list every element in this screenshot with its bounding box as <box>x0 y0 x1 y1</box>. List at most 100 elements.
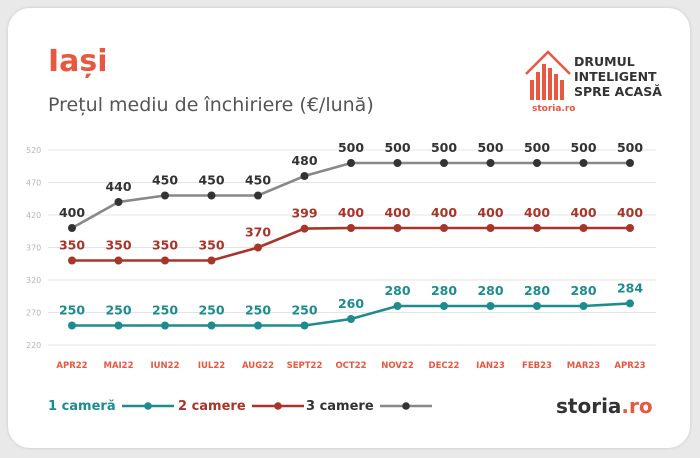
y-tick-label: 520 <box>26 146 41 155</box>
data-point <box>347 224 355 232</box>
data-label: 280 <box>524 283 550 298</box>
data-label: 450 <box>245 173 271 188</box>
data-point <box>114 198 123 206</box>
x-tick-label: OCT22 <box>335 361 366 371</box>
data-label: 250 <box>59 303 85 318</box>
data-point <box>114 321 123 330</box>
data-point <box>533 224 541 232</box>
brand-line-3: SPRE ACASĂ <box>574 84 662 99</box>
legend-swatch-3 <box>379 402 432 410</box>
data-label: 400 <box>617 205 643 220</box>
data-label: 400 <box>524 205 550 220</box>
legend-1-camera: 1 cameră <box>48 398 174 414</box>
data-label: 400 <box>338 205 364 220</box>
y-tick-label: 470 <box>26 179 41 188</box>
data-point <box>486 159 495 167</box>
x-tick-label: APR22 <box>56 361 87 371</box>
data-label: 500 <box>338 140 364 155</box>
brand-line-2: INTELIGENT <box>574 69 657 84</box>
data-label: 280 <box>431 283 457 298</box>
data-point <box>161 256 169 265</box>
data-point <box>486 224 495 232</box>
data-label: 400 <box>384 205 410 220</box>
data-label: 250 <box>245 303 271 318</box>
data-label: 500 <box>384 140 410 155</box>
y-tick-label: 320 <box>26 276 41 285</box>
data-label: 400 <box>431 205 457 220</box>
x-tick-label: IUN22 <box>150 361 179 371</box>
data-point <box>626 224 634 232</box>
data-label: 280 <box>570 283 596 298</box>
data-point <box>533 302 541 310</box>
page-title: Iași <box>48 44 108 79</box>
data-point <box>68 224 76 232</box>
legend-2-camere: 2 camere <box>178 398 304 414</box>
data-label: 250 <box>198 303 224 318</box>
data-label: 350 <box>198 238 224 253</box>
data-point <box>114 256 123 265</box>
footer-logo-suffix: .ro <box>621 394 653 418</box>
data-label: 450 <box>152 173 178 188</box>
legend-label-1: 1 cameră <box>48 398 116 414</box>
data-point <box>440 224 448 232</box>
legend-swatch-2 <box>251 402 304 410</box>
y-tick-label: 420 <box>26 211 41 220</box>
data-point <box>207 321 216 330</box>
house-bars-icon <box>525 50 571 100</box>
data-label: 350 <box>105 238 131 253</box>
x-tick-label: MAI22 <box>103 361 133 371</box>
footer-logo-main: storia <box>556 394 622 418</box>
data-point <box>254 321 262 330</box>
x-tick-label: SEPT22 <box>287 361 323 371</box>
data-point <box>300 224 309 233</box>
x-tick-label: APR23 <box>614 361 645 371</box>
legend-label-2: 2 camere <box>178 398 246 414</box>
data-label: 450 <box>198 173 224 188</box>
x-tick-label: IAN23 <box>476 361 505 371</box>
data-point <box>626 159 634 167</box>
data-point <box>347 159 355 167</box>
data-point <box>207 256 216 265</box>
data-label: 260 <box>338 296 364 311</box>
data-point <box>161 191 169 200</box>
x-tick-label: FEB23 <box>522 361 552 371</box>
data-label: 280 <box>477 283 503 298</box>
data-point <box>254 243 262 252</box>
y-tick-label: 370 <box>26 244 41 253</box>
brand-small-logo: storia.ro <box>532 104 576 114</box>
data-label: 400 <box>570 205 596 220</box>
y-tick-label: 220 <box>26 341 41 350</box>
data-point <box>579 224 588 232</box>
data-point <box>486 302 495 310</box>
data-point <box>579 159 588 167</box>
data-label: 500 <box>524 140 550 155</box>
data-label: 500 <box>477 140 503 155</box>
data-point <box>579 302 588 310</box>
chart-subtitle: Prețul mediu de închiriere (€/lună) <box>48 94 374 116</box>
brand-badge: DRUMUL INTELIGENT SPRE ACASĂ storia.ro <box>522 46 662 122</box>
footer-logo: storia.ro <box>556 394 653 418</box>
legend-label-3: 3 camere <box>306 398 374 414</box>
data-label: 440 <box>105 179 131 194</box>
data-point <box>347 315 355 323</box>
x-tick-label: AUG22 <box>242 361 274 371</box>
data-label: 400 <box>477 205 503 220</box>
data-point <box>440 159 448 167</box>
x-tick-label: NOV22 <box>381 361 414 371</box>
x-tick-label: IUL22 <box>198 361 225 371</box>
x-tick-label: MAR23 <box>567 361 600 371</box>
data-point <box>254 191 262 200</box>
data-label: 500 <box>617 140 643 155</box>
data-label: 250 <box>291 303 317 318</box>
brand-line-1: DRUMUL <box>574 54 635 69</box>
data-label: 400 <box>59 205 85 220</box>
legend-3-camere: 3 camere <box>306 398 432 414</box>
data-label: 500 <box>431 140 457 155</box>
data-label: 399 <box>291 206 317 221</box>
data-point <box>440 302 448 310</box>
data-point <box>161 321 169 330</box>
data-point <box>207 191 216 200</box>
data-label: 350 <box>59 238 85 253</box>
data-label: 370 <box>245 225 271 240</box>
